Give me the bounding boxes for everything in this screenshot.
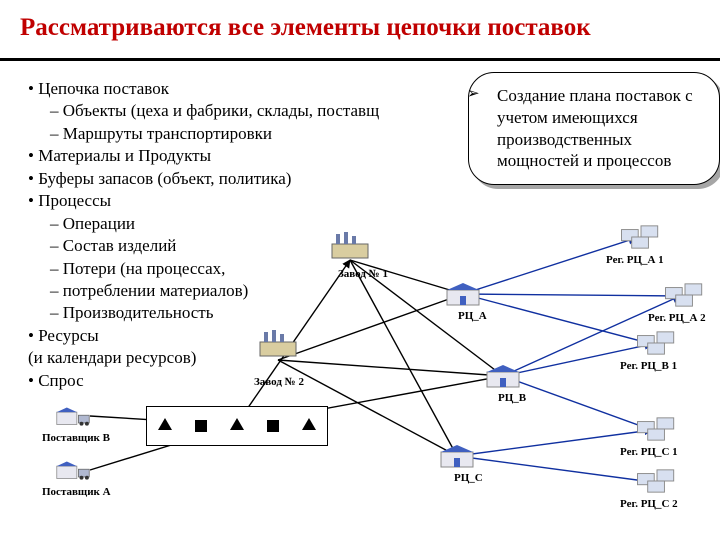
callout-bullet-glyph: ➢: [467, 85, 480, 104]
label-regC2: Рег. РЦ_С 2: [620, 498, 678, 510]
network-diagram: Завод № 1 Завод № 2 Поставщик B Поставщик A…: [0, 220, 720, 540]
edge: [350, 260, 457, 456]
title-separator: [0, 58, 720, 61]
edge: [463, 294, 680, 296]
label-plA: РЦ_А: [458, 310, 487, 322]
bullet-item: Объекты (цеха и фабрики, склады, поставщ: [28, 100, 379, 122]
node-factory2: [258, 328, 298, 361]
node-regA2: [664, 282, 706, 311]
label-plB: РЦ_В: [498, 392, 526, 404]
node-suppA: [56, 458, 90, 485]
label-regB1: Рег. РЦ_В 1: [620, 360, 677, 372]
edge: [278, 294, 463, 360]
edge: [463, 294, 652, 344]
label-factory1: Завод № 1: [338, 268, 388, 280]
label-suppB: Поставщик B: [42, 432, 110, 444]
node-regA1: [620, 224, 662, 253]
edge: [278, 360, 503, 376]
node-regC2: [636, 468, 678, 497]
node-plA: [446, 282, 480, 309]
label-regA2: Рег. РЦ_А 2: [648, 312, 706, 324]
bullet-item: Буферы запасов (объект, политика): [28, 168, 379, 190]
callout-text: Создание плана поставок с учетом имеющих…: [483, 85, 705, 172]
node-plC: [440, 444, 474, 471]
node-factory1: [330, 230, 370, 263]
edge: [457, 456, 652, 482]
slide-title: Рассматриваются все элементы цепочки пос…: [20, 14, 591, 42]
bullet-item: Процессы: [28, 190, 379, 212]
bullet-item: Маршруты транспортировки: [28, 123, 379, 145]
edge: [463, 238, 636, 294]
slide: Рассматриваются все элементы цепочки пос…: [0, 0, 720, 540]
node-plB: [486, 364, 520, 391]
label-plC: РЦ_С: [454, 472, 483, 484]
label-factory2: Завод № 2: [254, 376, 304, 388]
route-box: [146, 406, 328, 446]
node-regB1: [636, 330, 678, 359]
node-suppB: [56, 404, 90, 431]
callout-box: ➢ Создание плана поставок с учетом имеющ…: [468, 72, 720, 185]
label-suppA: Поставщик A: [42, 486, 111, 498]
bullet-item: Цепочка поставок: [28, 78, 379, 100]
bullet-item: Материалы и Продукты: [28, 145, 379, 167]
node-regC1: [636, 416, 678, 445]
label-regC1: Рег. РЦ_С 1: [620, 446, 678, 458]
label-regA1: Рег. РЦ_А 1: [606, 254, 664, 266]
